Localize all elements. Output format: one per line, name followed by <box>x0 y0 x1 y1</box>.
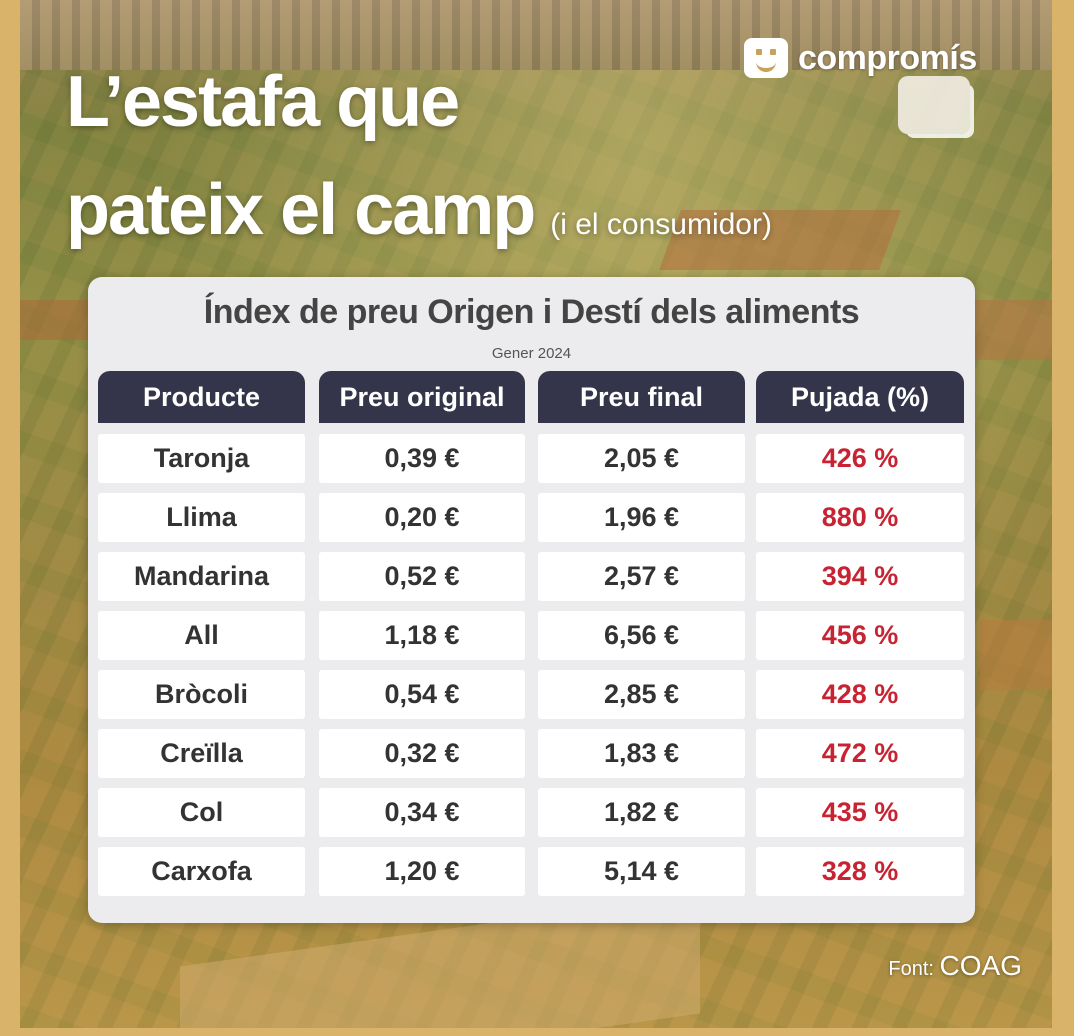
cell-increase: 472 % <box>756 729 964 778</box>
cell-final-price: 1,96 € <box>538 493 745 542</box>
headline-line1: L’estafa que <box>66 62 460 142</box>
table-row: Carxofa 1,20 € 5,14 € 328 % <box>88 847 975 906</box>
cell-original-price: 1,18 € <box>319 611 525 660</box>
cell-product: Carxofa <box>98 847 305 896</box>
cell-original-price: 1,20 € <box>319 847 525 896</box>
column-header-original-price: Preu original <box>319 371 525 423</box>
smiley-face-icon <box>744 38 788 78</box>
cell-product: Llima <box>98 493 305 542</box>
price-table-card: Índex de preu Origen i Destí dels alimen… <box>88 277 975 923</box>
cell-increase: 435 % <box>756 788 964 837</box>
cell-product: Col <box>98 788 305 837</box>
source-value: COAG <box>939 950 1022 981</box>
cell-product: Mandarina <box>98 552 305 601</box>
cell-product: Taronja <box>98 434 305 483</box>
cell-increase: 426 % <box>756 434 964 483</box>
headline-line2: pateix el camp <box>66 170 536 250</box>
column-header-product: Producte <box>98 371 305 423</box>
cell-original-price: 0,34 € <box>319 788 525 837</box>
table-row: Creïlla 0,32 € 1,83 € 472 % <box>88 729 975 788</box>
cell-increase: 428 % <box>756 670 964 719</box>
cell-final-price: 1,83 € <box>538 729 745 778</box>
column-header-final-price: Preu final <box>538 371 745 423</box>
source-label: Font: <box>888 958 934 980</box>
cell-product: All <box>98 611 305 660</box>
cell-original-price: 0,54 € <box>319 670 525 719</box>
cell-final-price: 5,14 € <box>538 847 745 896</box>
cell-original-price: 0,20 € <box>319 493 525 542</box>
table-row: All 1,18 € 6,56 € 456 % <box>88 611 975 670</box>
source-credit: Font: COAG <box>888 950 1022 982</box>
table-row: Taronja 0,39 € 2,05 € 426 % <box>88 434 975 493</box>
cell-final-price: 2,05 € <box>538 434 745 483</box>
cell-increase: 880 % <box>756 493 964 542</box>
headline-aside: (i el consumidor) <box>550 208 772 241</box>
table-row: Mandarina 0,52 € 2,57 € 394 % <box>88 552 975 611</box>
table-subtitle: Gener 2024 <box>491 345 572 362</box>
cell-final-price: 6,56 € <box>538 611 745 660</box>
cell-original-price: 0,32 € <box>319 729 525 778</box>
table-title: Índex de preu Origen i Destí dels alimen… <box>203 293 860 331</box>
cell-original-price: 0,52 € <box>319 552 525 601</box>
rounded-square-icon <box>898 76 970 134</box>
cell-final-price: 2,85 € <box>538 670 745 719</box>
cell-final-price: 1,82 € <box>538 788 745 837</box>
cell-product: Bròcoli <box>98 670 305 719</box>
headline: L’estafa que pateix el camp (i el consumi… <box>66 48 772 264</box>
table-row: Bròcoli 0,54 € 2,85 € 428 % <box>88 670 975 729</box>
cell-increase: 394 % <box>756 552 964 601</box>
brand-logo: compromís <box>744 38 977 78</box>
table-row: Col 0,34 € 1,82 € 435 % <box>88 788 975 847</box>
brand-name: compromís <box>798 38 977 77</box>
table-row: Llima 0,20 € 1,96 € 880 % <box>88 493 975 552</box>
cell-increase: 456 % <box>756 611 964 660</box>
cell-product: Creïlla <box>98 729 305 778</box>
cell-original-price: 0,39 € <box>319 434 525 483</box>
cell-final-price: 2,57 € <box>538 552 745 601</box>
column-header-increase: Pujada (%) <box>756 371 964 423</box>
cell-increase: 328 % <box>756 847 964 896</box>
